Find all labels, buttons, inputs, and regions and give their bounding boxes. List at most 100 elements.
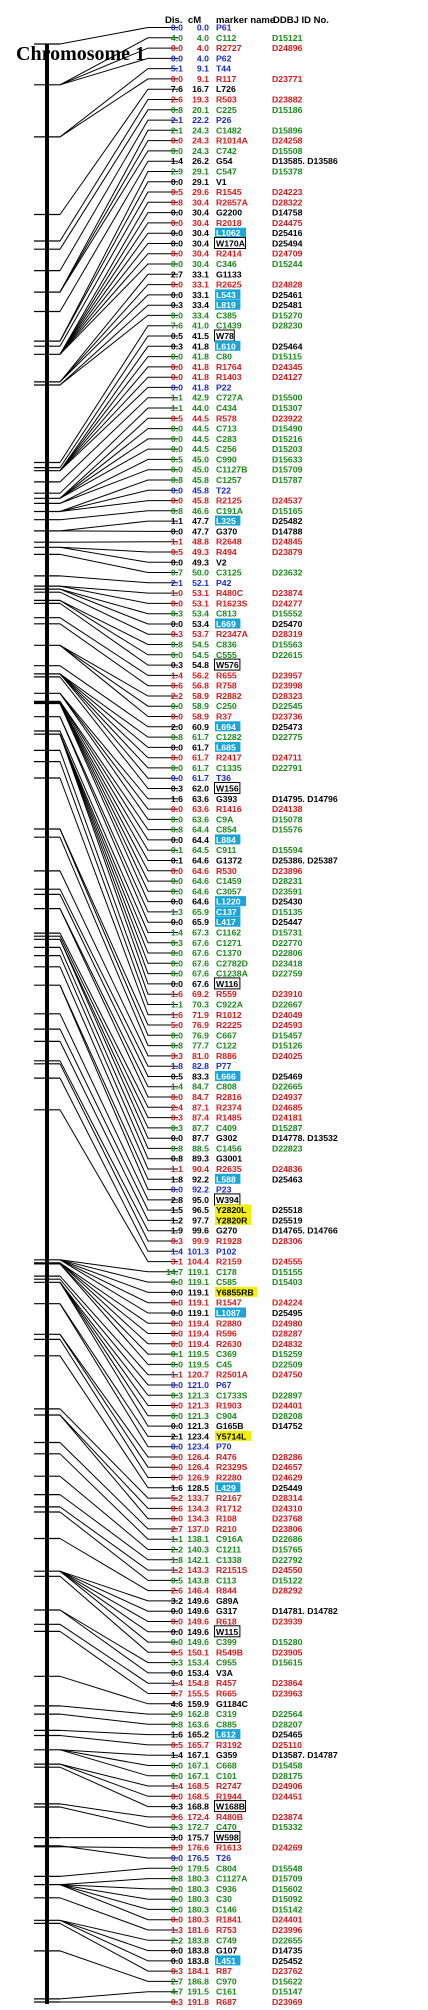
marker-row: 0.1 119.5 C369 D15259 bbox=[171, 1349, 303, 1359]
marker-connector bbox=[59, 966, 178, 1170]
distance-cell: 0.0 bbox=[171, 917, 183, 927]
marker-connector bbox=[59, 109, 178, 250]
marker-connector bbox=[59, 448, 178, 499]
distance-cell: 0.8 bbox=[171, 732, 183, 742]
marker-row: 1.0 53.1 R480C D23874 bbox=[171, 588, 303, 598]
marker-name-cell: C922A bbox=[216, 1000, 244, 1010]
cm-cell: 44.0 bbox=[192, 403, 209, 413]
marker-row: 1.4 168.5 R2747 D24906 bbox=[171, 1781, 303, 1791]
cm-cell: 50.0 bbox=[192, 568, 209, 578]
marker-row: 0.0 41.8 R1403 D24127 bbox=[171, 372, 303, 382]
marker-row: 0.3 54.8 W576 bbox=[171, 658, 241, 671]
distance-cell: 2.2 bbox=[171, 1545, 183, 1555]
marker-name-cell: C1127B bbox=[216, 465, 247, 475]
marker-highlight-cyan bbox=[215, 741, 241, 752]
marker-connector bbox=[59, 591, 178, 635]
distance-cell: 5.0 bbox=[171, 1020, 183, 1030]
marker-name-cell: C1370 bbox=[216, 948, 242, 958]
distance-cell: 0.0 bbox=[171, 1627, 183, 1637]
distance-cell: 0.3 bbox=[171, 341, 183, 351]
ddbj-id-cell: D23806 bbox=[272, 1524, 303, 1534]
distance-cell: 0.0 bbox=[171, 1637, 183, 1647]
marker-connector bbox=[59, 1570, 178, 1612]
marker-connector bbox=[59, 47, 178, 86]
distance-cell: 0.8 bbox=[171, 506, 183, 516]
cm-cell: 159.9 bbox=[187, 1699, 209, 1709]
marker-row: 0.5 150.1 R549B D23905 bbox=[171, 1647, 303, 1657]
marker-name-cell: R758 bbox=[216, 681, 237, 691]
marker-row: 0.0 149.6 R618 D23939 bbox=[171, 1617, 303, 1627]
cm-cell: 121.3 bbox=[187, 1401, 209, 1411]
marker-connector bbox=[59, 129, 178, 293]
distance-cell: 1.4 bbox=[171, 1246, 183, 1256]
cm-cell: 88.5 bbox=[192, 1143, 209, 1153]
marker-row: 0.3 184.1 R87 D23762 bbox=[171, 1966, 303, 1976]
marker-row: 0.5 29.6 R1545 D24223 bbox=[171, 187, 303, 197]
ddbj-id-cell: D22655 bbox=[272, 1935, 303, 1945]
ddbj-id-cell: D25470 bbox=[272, 619, 303, 629]
marker-name-cell: C3057 bbox=[216, 886, 242, 896]
ddbj-id-cell: D25482 bbox=[272, 516, 303, 526]
marker-row: 0.0 149.6 W115 bbox=[171, 1625, 241, 1638]
marker-name-cell: R2648 bbox=[216, 537, 242, 547]
marker-row: 1.4 67.3 C1162 D15731 bbox=[171, 928, 303, 938]
cm-cell: 149.6 bbox=[187, 1596, 209, 1606]
marker-name-cell: L1087 bbox=[216, 1308, 241, 1318]
marker-connector bbox=[59, 985, 178, 1191]
cm-cell: 149.6 bbox=[187, 1637, 209, 1647]
distance-cell: 1.6 bbox=[171, 1730, 183, 1740]
marker-name-cell: C3125 bbox=[216, 568, 242, 578]
marker-name-cell: R457 bbox=[216, 1678, 237, 1688]
distance-cell: 0.0 bbox=[171, 259, 183, 269]
marker-name-cell: L451 bbox=[216, 1956, 236, 1966]
distance-cell: 3.6 bbox=[171, 1812, 183, 1822]
marker-connector bbox=[59, 1922, 178, 1972]
distance-cell: 1.1 bbox=[171, 403, 183, 413]
distance-cell: 0.0 bbox=[171, 465, 183, 475]
marker-row: 0.8 180.3 C1127A D15709 bbox=[171, 1874, 303, 1884]
marker-row: 2.2 140.3 C1211 D15765 bbox=[171, 1545, 303, 1555]
marker-name-cell: C970 bbox=[216, 1976, 237, 1986]
marker-connector bbox=[59, 1763, 178, 1797]
marker-row: 0.0 180.3 C936 D15602 bbox=[171, 1884, 303, 1894]
marker-row: 0.0 64.6 C3057 D23591 bbox=[171, 886, 303, 896]
marker-row: 0.0 119.5 C45 D22509 bbox=[171, 1359, 303, 1369]
marker-row: 0.3 53.4 C813 D15552 bbox=[171, 609, 303, 619]
distance-cell: 0.0 bbox=[171, 444, 183, 454]
cm-cell: 41.8 bbox=[192, 352, 209, 362]
marker-name-cell: C80 bbox=[216, 352, 232, 362]
distance-cell: 3.0 bbox=[171, 1863, 183, 1873]
cm-cell: 16.7 bbox=[192, 84, 209, 94]
distance-cell: 2.2 bbox=[171, 1935, 183, 1945]
marker-row: 0.3 121.3 C1733S D22897 bbox=[171, 1390, 303, 1400]
marker-row: 0.0 47.7 G370 D14788 bbox=[171, 526, 303, 536]
distance-cell: 1.8 bbox=[171, 1174, 183, 1184]
distance-cell: 0.0 bbox=[171, 228, 183, 238]
marker-row: 0.0 54.5 C555 D22615 bbox=[171, 650, 303, 660]
marker-row: 0.8 30.4 R2657A D28322 bbox=[171, 197, 303, 207]
marker-name-cell: C1335 bbox=[216, 763, 242, 773]
distance-cell: 0.0 bbox=[171, 485, 183, 495]
marker-name-cell: C9A bbox=[216, 814, 234, 824]
ddbj-id-cell: D25465 bbox=[272, 1730, 303, 1740]
marker-name-cell: R87 bbox=[216, 1966, 232, 1976]
marker-name-cell: L417 bbox=[216, 917, 236, 927]
marker-connector bbox=[59, 1259, 178, 1304]
marker-name-cell: R530 bbox=[216, 866, 237, 876]
marker-name-cell: R480B bbox=[216, 1812, 243, 1822]
marker-connector bbox=[59, 588, 178, 625]
marker-row: 0.0 44.5 C256 D15203 bbox=[171, 444, 303, 454]
cm-cell: 45.8 bbox=[192, 485, 209, 495]
ddbj-id-cell: D23905 bbox=[272, 1647, 303, 1657]
ddbj-id-cell: D14781. D14782 bbox=[272, 1606, 338, 1616]
distance-cell: 0.0 bbox=[171, 1421, 183, 1431]
marker-row: 0.0 134.3 R108 D23768 bbox=[171, 1514, 303, 1524]
cm-cell: 45.8 bbox=[192, 496, 209, 506]
cm-cell: 184.1 bbox=[187, 1966, 209, 1976]
ddbj-id-cell: D25519 bbox=[272, 1215, 303, 1225]
cm-cell: 33.1 bbox=[192, 290, 209, 300]
ddbj-id-cell: D25452 bbox=[272, 1956, 303, 1966]
cm-cell: 180.3 bbox=[187, 1904, 209, 1914]
cm-cell: 33.4 bbox=[192, 300, 209, 310]
distance-cell: 2.6 bbox=[171, 1586, 183, 1596]
